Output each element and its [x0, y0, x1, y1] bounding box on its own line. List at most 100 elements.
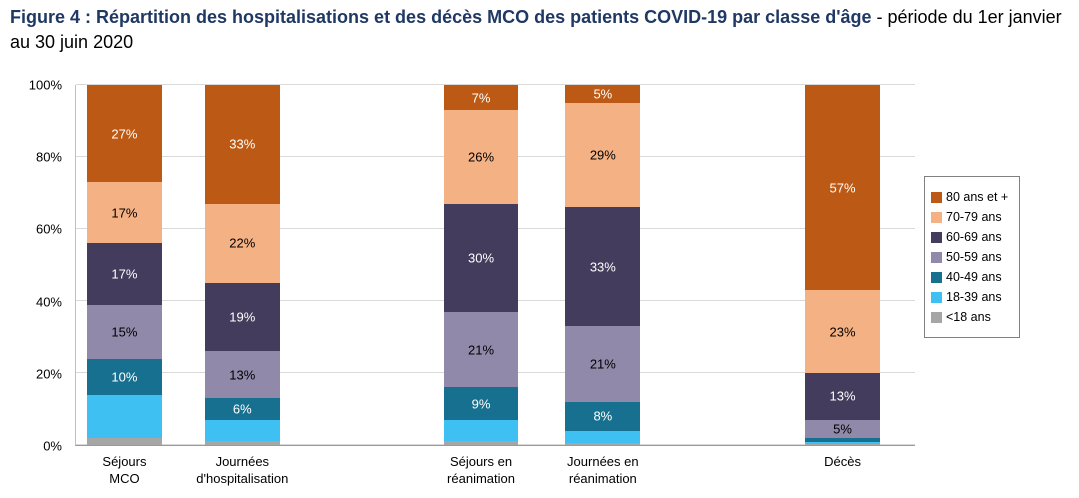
bar-segment: 10% [86, 358, 162, 395]
legend-label: 70-79 ans [946, 210, 1002, 224]
x-axis-category-label: Séjours MCO [102, 454, 147, 486]
segment-value-label: 26% [468, 149, 495, 165]
bar-segment: 7% [443, 85, 519, 111]
y-axis-tick-label: 60% [35, 221, 62, 237]
stacked-bar: 10% 15% 17% 17% 27% Séjours MCO [86, 85, 162, 486]
y-axis: 0% 20% 40% 60% 80% 100% [14, 78, 68, 454]
segment-value-label: 23% [829, 324, 856, 340]
y-axis-tick-label: 80% [35, 149, 62, 165]
bar-segment [805, 444, 880, 445]
legend-swatch-icon [931, 291, 942, 303]
legend-swatch-icon [931, 191, 942, 203]
legend-swatch-icon [931, 211, 942, 223]
bar-segment: 21% [565, 326, 641, 402]
segment-value-label: 57% [829, 180, 856, 196]
legend-swatch-icon [931, 251, 942, 263]
segment-value-label: 17% [111, 205, 138, 221]
legend-item: 50-59 ans [931, 250, 1013, 264]
segment-value-label: 10% [111, 369, 138, 385]
bar-segment: 22% [204, 203, 280, 284]
segment-value-label: 29% [589, 147, 616, 163]
legend-swatch-icon [931, 311, 942, 323]
stacked-bar: 5% 13% 23% 57% Décès [805, 85, 880, 469]
stacked-bar: 8% 21% 33% 29% 5% Journées en réanimation [565, 85, 641, 486]
bar-segment: 17% [86, 243, 162, 305]
x-axis-category-label: Journées en réanimation [567, 454, 639, 486]
legend-label: 60-69 ans [946, 230, 1002, 244]
segment-value-label: 27% [111, 126, 138, 142]
legend-item: 80 ans et + [931, 190, 1013, 204]
bar-segment: 33% [565, 207, 641, 327]
bar-segment: 8% [565, 401, 641, 431]
legend-label: 18-39 ans [946, 290, 1002, 304]
bar-segment: 30% [443, 203, 519, 312]
bar-segment: 57% [805, 85, 880, 291]
figure-title: Figure 4 : Répartition des hospitalisati… [10, 5, 1072, 55]
stacked-bar: 6% 13% 19% 22% 33% Journées d'hospitalisation [196, 85, 288, 486]
bar-segment: 33% [204, 85, 280, 204]
segment-value-label: 17% [111, 266, 138, 282]
segment-value-label: 13% [829, 388, 856, 404]
x-axis-category-label: Journées d'hospitalisation [196, 454, 289, 486]
segment-value-label: 8% [593, 408, 613, 424]
segment-value-label: 5% [833, 421, 852, 437]
bar-segment [805, 442, 880, 445]
bar-segment [204, 419, 280, 442]
bar-segment [805, 437, 880, 443]
bar-segment [565, 443, 641, 445]
segment-value-label: 9% [471, 396, 491, 412]
stacked-bar: 9% 21% 30% 26% 7% Séjours en réanimation [443, 85, 519, 486]
gridline [76, 84, 915, 85]
segment-value-label: 15% [111, 324, 138, 340]
bar-segment [86, 394, 162, 438]
bar-segment [443, 441, 519, 445]
segment-value-label: 13% [229, 367, 256, 383]
bar-segment: 21% [443, 311, 519, 388]
segment-value-label: 22% [229, 235, 256, 251]
x-axis-category-label: Séjours en réanimation [447, 454, 515, 486]
bar-segment [86, 437, 162, 445]
legend-item: 70-79 ans [931, 210, 1013, 224]
segment-value-label: 33% [229, 136, 256, 152]
segment-value-label: 33% [589, 259, 616, 275]
bar-segment: 15% [86, 304, 162, 359]
legend-label: 50-59 ans [946, 250, 1002, 264]
x-axis-category-label: Décès [824, 454, 861, 469]
legend-label: 80 ans et + [946, 190, 1009, 204]
bar-segment: 6% [204, 398, 280, 420]
legend-swatch-icon [931, 231, 942, 243]
bar-segment: 5% [565, 85, 641, 104]
legend-item: 60-69 ans [931, 230, 1013, 244]
legend-item: 18-39 ans [931, 290, 1013, 304]
bar-segment: 13% [204, 351, 280, 399]
plot-area: 10% 15% 17% 17% 27% Séjours MCO 6% 13% 19% 22% 33%… [75, 84, 915, 486]
legend-label: <18 ans [946, 310, 991, 324]
y-axis-tick-label: 20% [35, 366, 62, 382]
bar-segment: 29% [565, 103, 641, 208]
y-axis-tick-label: 40% [35, 294, 62, 310]
bar-segment: 13% [805, 373, 880, 420]
segment-value-label: 21% [589, 356, 616, 372]
bar-segment [565, 430, 641, 444]
legend-swatch-icon [931, 271, 942, 283]
segment-value-label: 21% [468, 342, 495, 358]
y-axis-tick-label: 100% [28, 77, 62, 93]
segment-value-label: 6% [232, 401, 252, 417]
segment-value-label: 7% [471, 90, 491, 106]
bar-segment: 26% [443, 110, 519, 204]
bar-segment: 5% [805, 419, 880, 438]
bar-segment: 27% [86, 85, 162, 183]
bar-segment: 9% [443, 387, 519, 420]
segment-value-label: 5% [593, 86, 613, 102]
segment-value-label: 30% [468, 250, 495, 266]
bar-segment: 19% [204, 283, 280, 352]
legend-item: 40-49 ans [931, 270, 1013, 284]
bar-segment [443, 419, 519, 442]
bar-segment [204, 441, 280, 445]
legend-item: <18 ans [931, 310, 1013, 324]
legend: 80 ans et + 70-79 ans 60-69 ans 50-59 ans 40… [924, 176, 1020, 338]
figure-title-period: - période du 1er janvier au 30 juin 2020 [10, 7, 1062, 52]
legend-label: 40-49 ans [946, 270, 1002, 284]
segment-value-label: 19% [229, 309, 256, 325]
figure-title-main: Figure 4 : Répartition des hospitalisati… [10, 7, 877, 27]
